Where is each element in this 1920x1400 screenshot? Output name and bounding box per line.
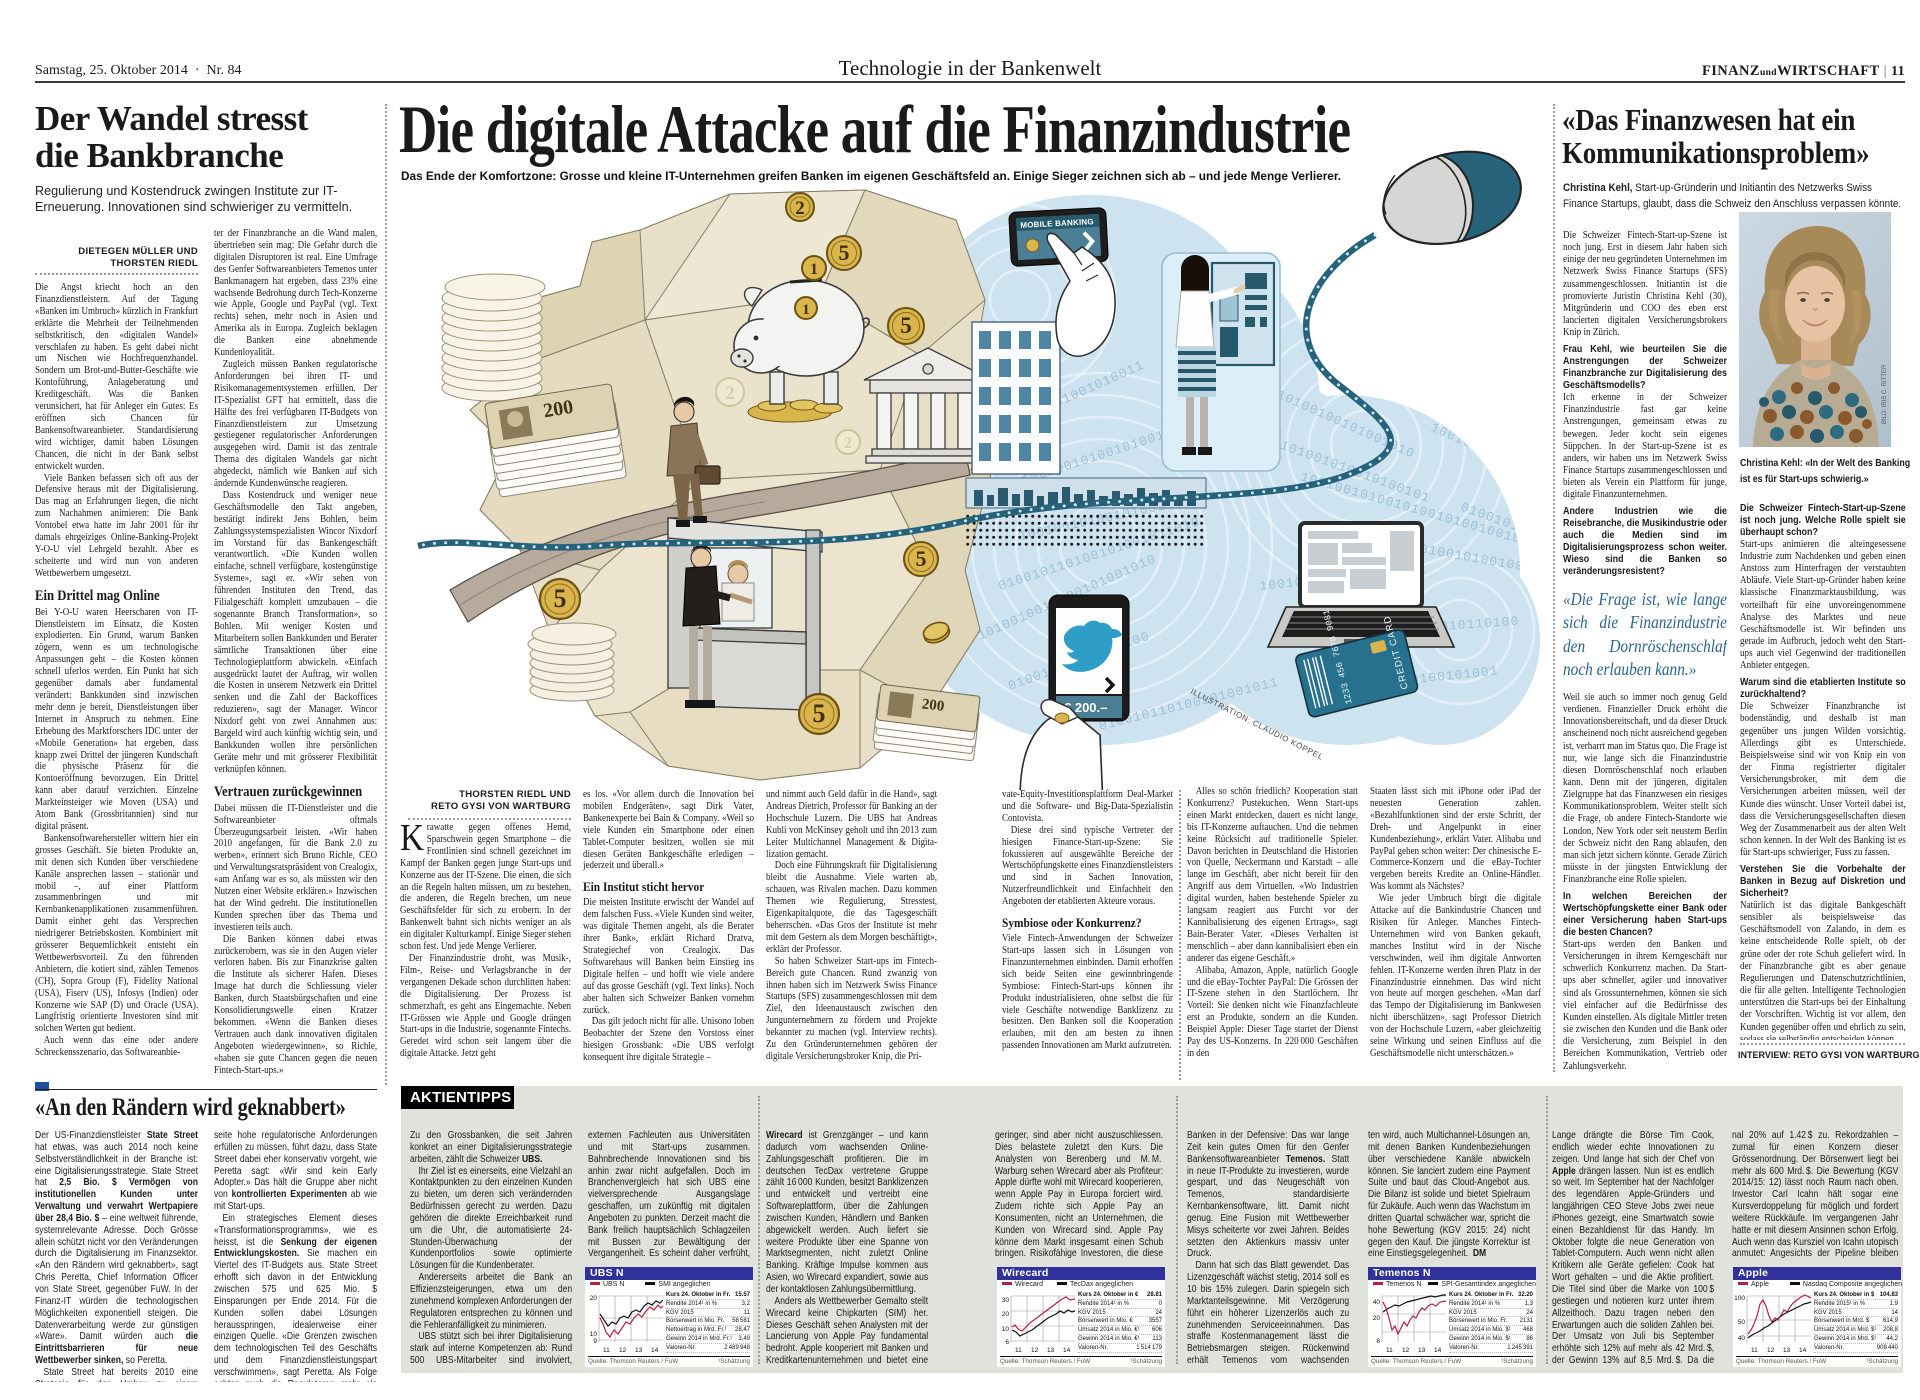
svg-text:11: 11 <box>603 1347 610 1354</box>
svg-text:14: 14 <box>651 1347 659 1354</box>
svg-text:100: 100 <box>1735 1295 1745 1302</box>
svg-text:8: 8 <box>1376 1338 1380 1345</box>
svg-text:2: 2 <box>795 198 805 219</box>
svg-text:20: 20 <box>1002 1311 1010 1318</box>
svg-text:30: 30 <box>1002 1297 1010 1304</box>
svg-text:6: 6 <box>1005 1339 1009 1346</box>
svg-text:13: 13 <box>1783 1347 1791 1354</box>
svg-text:10: 10 <box>1002 1326 1010 1333</box>
svg-text:13: 13 <box>1047 1347 1055 1354</box>
svg-text:11: 11 <box>1015 1347 1022 1354</box>
svg-text:14: 14 <box>1434 1347 1442 1354</box>
svg-text:40: 40 <box>1738 1335 1746 1342</box>
svg-text:50: 50 <box>1738 1319 1746 1326</box>
svg-text:5: 5 <box>813 699 826 728</box>
svg-text:2: 2 <box>844 435 852 452</box>
svg-text:13: 13 <box>635 1347 643 1354</box>
svg-text:14: 14 <box>1063 1347 1071 1354</box>
svg-text:20: 20 <box>590 1295 598 1302</box>
svg-text:9: 9 <box>593 1338 597 1345</box>
svg-text:12: 12 <box>1402 1347 1410 1354</box>
svg-text:11: 11 <box>1386 1347 1393 1354</box>
svg-text:12: 12 <box>1031 1347 1039 1354</box>
svg-text:40: 40 <box>1373 1299 1381 1306</box>
svg-text:5: 5 <box>916 546 927 571</box>
svg-text:200: 200 <box>542 396 575 422</box>
svg-text:14: 14 <box>1799 1347 1807 1354</box>
svg-text:200: 200 <box>921 696 945 715</box>
svg-text:20: 20 <box>1373 1315 1381 1322</box>
svg-text:1: 1 <box>802 302 810 318</box>
svg-text:0100100101001010: 0100100101001010 <box>1389 340 1525 407</box>
svg-text:12: 12 <box>1767 1347 1775 1354</box>
svg-text:€ 200.–: € 200.– <box>1064 700 1107 715</box>
svg-text:11: 11 <box>1751 1347 1758 1354</box>
svg-text:BILD: IRIS C. RITTER: BILD: IRIS C. RITTER <box>1882 364 1888 424</box>
svg-text:1: 1 <box>810 261 818 278</box>
svg-text:12: 12 <box>619 1347 627 1354</box>
svg-text:5: 5 <box>900 313 912 338</box>
svg-text:5: 5 <box>839 240 850 265</box>
svg-text:10: 10 <box>590 1331 598 1338</box>
svg-text:5: 5 <box>554 584 567 613</box>
svg-text:13: 13 <box>1418 1347 1426 1354</box>
svg-text:MOBILE BANKING: MOBILE BANKING <box>1020 217 1094 230</box>
svg-text:2: 2 <box>725 383 735 404</box>
